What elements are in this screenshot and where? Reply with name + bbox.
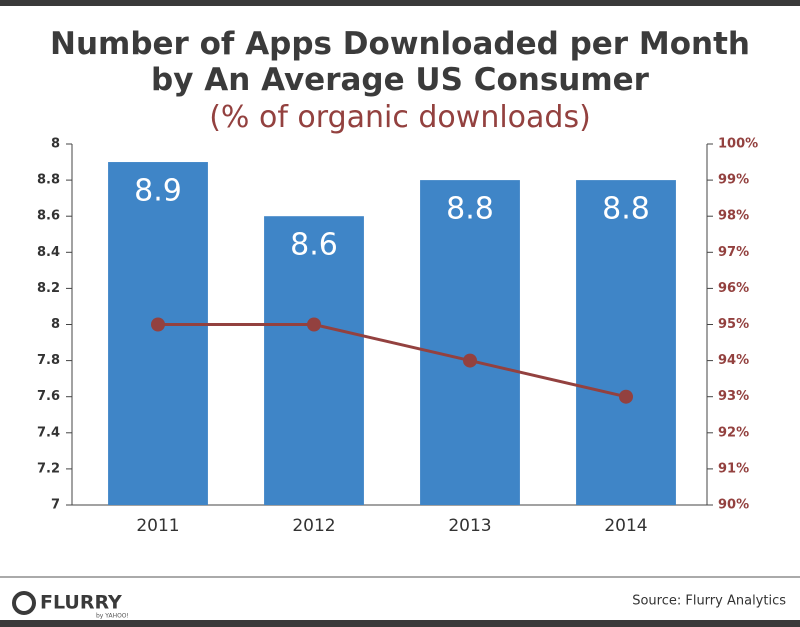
chart-subtitle: (% of organic downloads): [209, 100, 591, 135]
y2-tick-label: 99%: [718, 173, 749, 188]
y2-tick-label: 90%: [718, 498, 749, 513]
data-label: 8.8: [446, 192, 494, 227]
bar: [420, 180, 520, 505]
x-tick-label: 2014: [604, 516, 647, 536]
source: Source: Flurry Analytics: [632, 594, 786, 609]
data-label: 8.9: [134, 174, 182, 209]
y2-tick-label: 98%: [718, 209, 749, 224]
top-border: [0, 0, 800, 6]
point: [463, 353, 477, 368]
point: [151, 317, 165, 332]
bar: [108, 162, 208, 506]
y2-tick-label: 92%: [718, 425, 749, 440]
bar: [576, 180, 676, 505]
y2-tick-label: 94%: [718, 353, 749, 368]
y-tick-label: 8.6: [37, 209, 60, 224]
y-tick-label: 7.4: [37, 425, 60, 440]
y-tick-label: 7.2: [37, 461, 60, 476]
y-tick-label: 8.8: [37, 173, 60, 188]
y2-tick-label: 93%: [718, 389, 749, 404]
bar: [264, 216, 364, 505]
y-tick-label: 7.6: [37, 389, 60, 404]
point: [307, 317, 321, 332]
y-tick-label: 8: [51, 137, 60, 152]
bottom-border: [0, 620, 800, 627]
x-tick-label: 2012: [292, 516, 335, 536]
logo-sub: by YAHOO!: [96, 613, 129, 620]
x-tick-label: 2013: [448, 516, 491, 536]
y-tick-label: 7.8: [37, 353, 60, 368]
chart-title: Number of Apps Downloaded per Month by A…: [50, 26, 750, 98]
logo-icon: [12, 591, 36, 615]
y-tick-label: 8.4: [37, 245, 60, 260]
y2-tick-label: 95%: [718, 317, 749, 332]
data-label: 8.8: [602, 192, 650, 227]
y2-tick-label: 97%: [718, 245, 749, 260]
y2-tick-label: 100%: [718, 137, 758, 152]
x-tick-label: 2011: [136, 516, 179, 536]
line: [158, 323, 627, 399]
y-tick-label: 7: [51, 498, 60, 513]
point: [619, 389, 633, 404]
y-tick-label: 8.2: [37, 281, 60, 296]
y-tick-label: 8: [51, 317, 60, 332]
logo: FLURRY: [40, 592, 122, 614]
data-label: 8.6: [290, 228, 338, 263]
y2-tick-label: 91%: [718, 461, 749, 476]
y2-tick-label: 96%: [718, 281, 749, 296]
